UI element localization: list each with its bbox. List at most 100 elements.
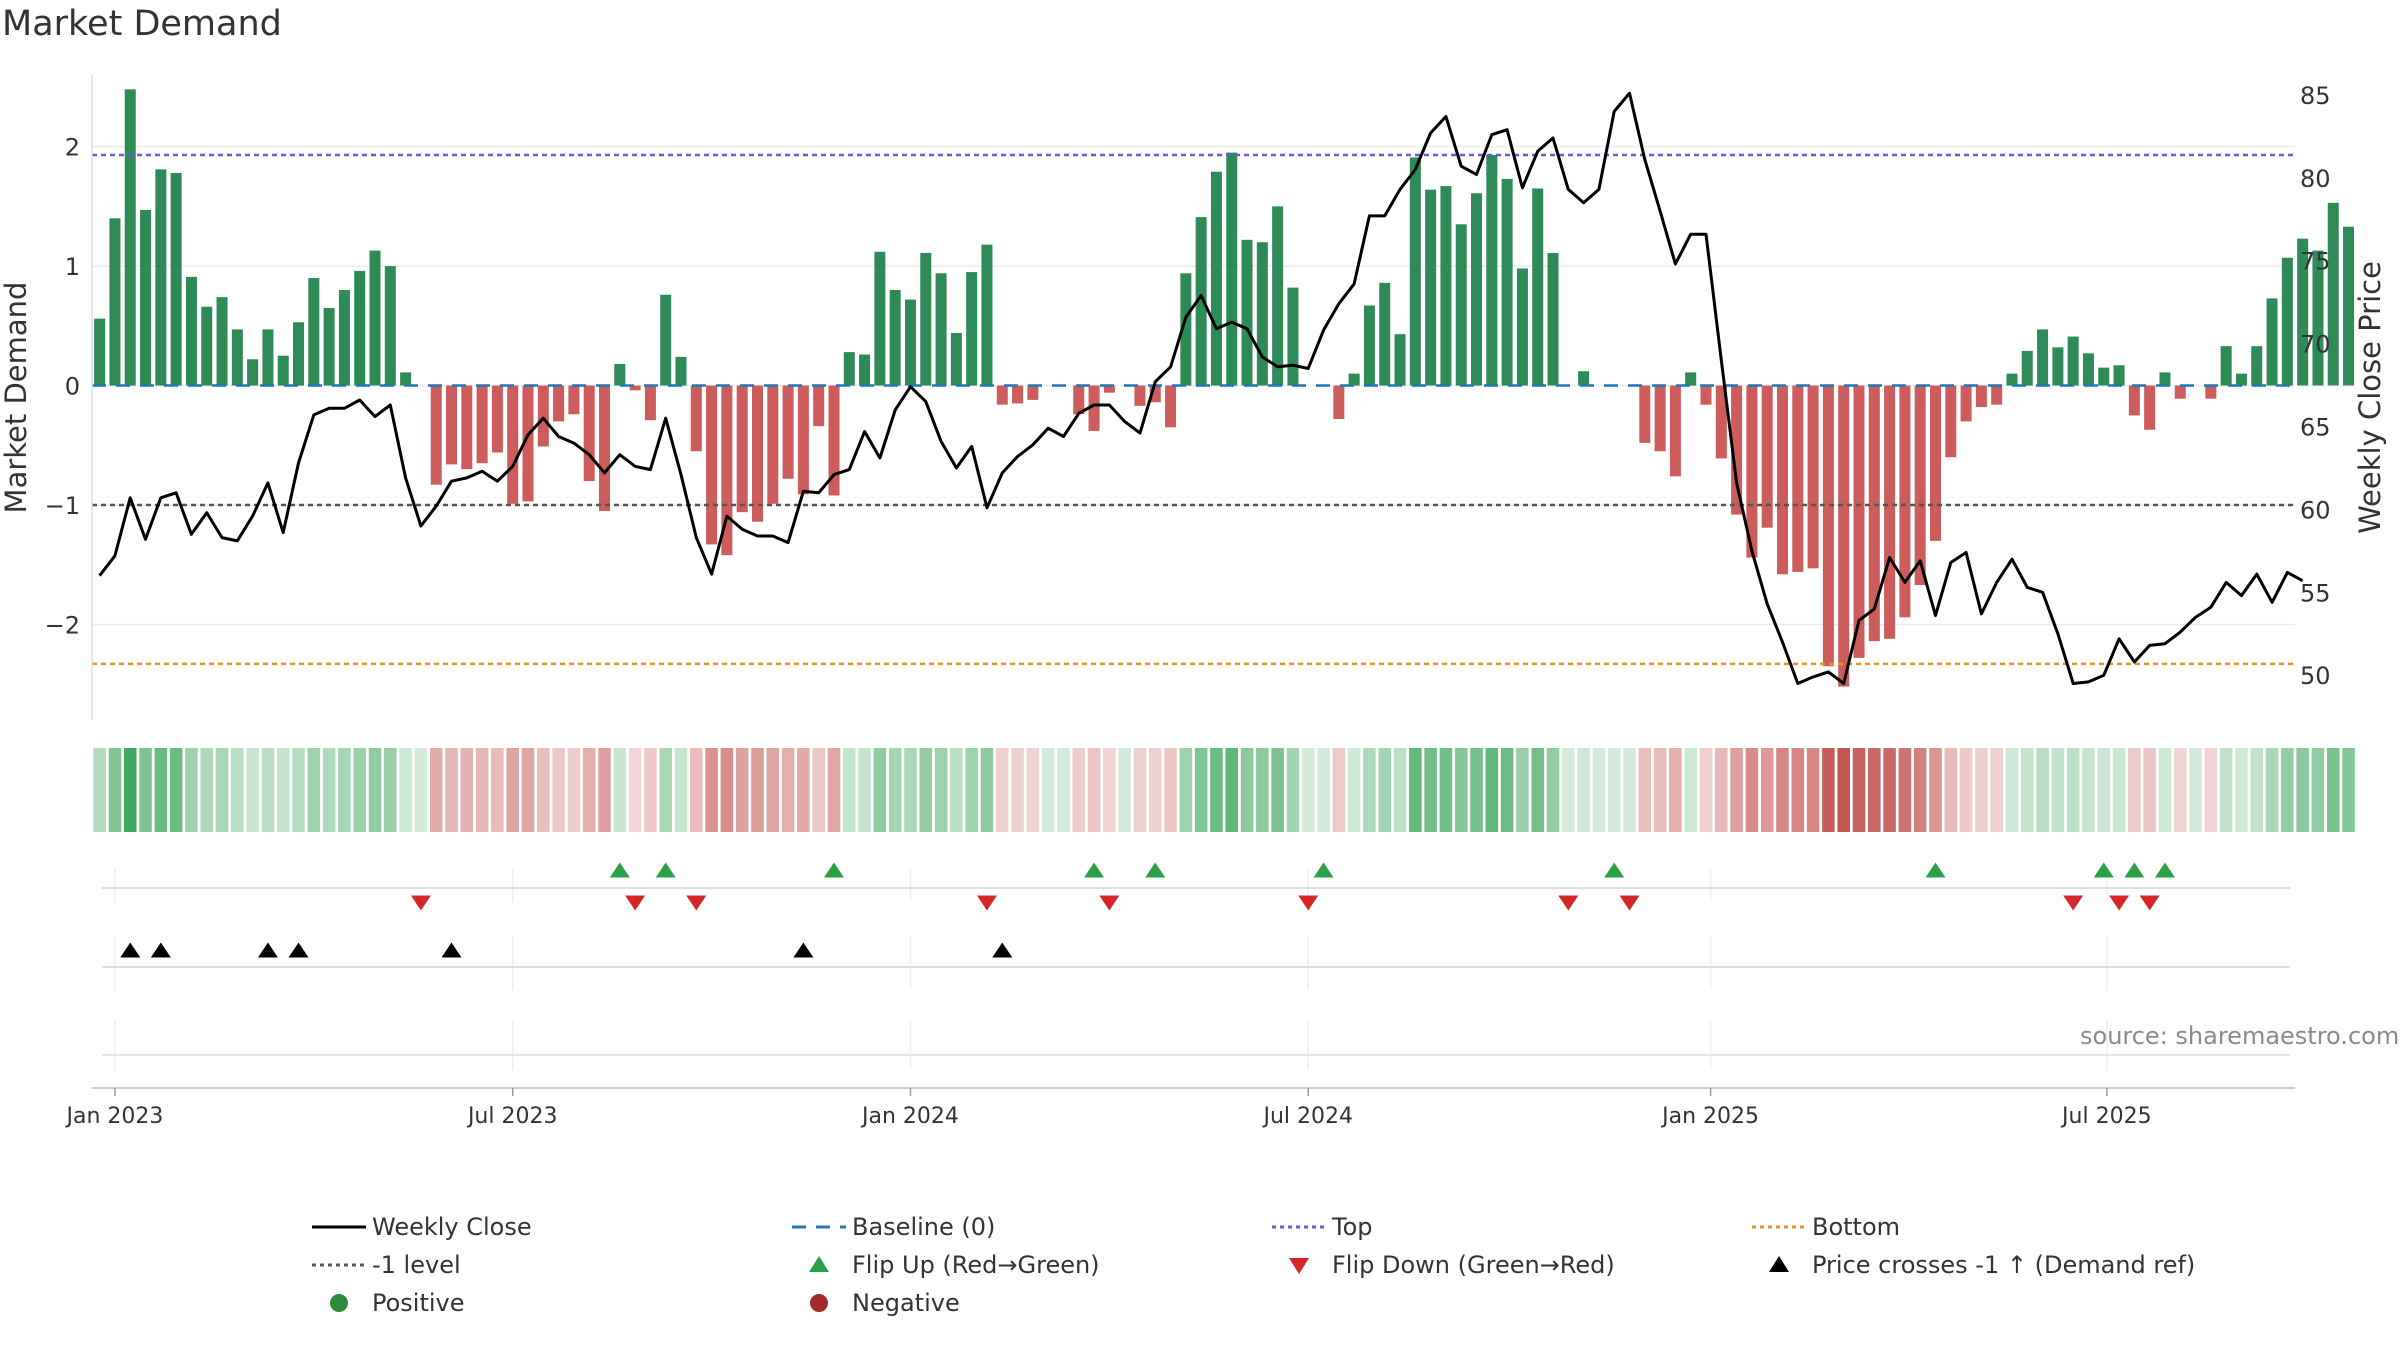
- heat-cell: [123, 748, 137, 832]
- legend-level-label: -1 level: [372, 1251, 461, 1279]
- legend: Weekly Close Baseline (0) Top Bottom -1 …: [300, 1210, 2200, 1330]
- demand-bar: [904, 299, 916, 386]
- x-tick-label: Jan 2023: [64, 1104, 163, 1129]
- price-cross-marker: [793, 942, 814, 958]
- heat-cell: [399, 748, 412, 832]
- demand-bar: [140, 209, 152, 386]
- demand-bar: [537, 385, 549, 447]
- demand-bar: [2037, 329, 2049, 386]
- demand-bar: [2297, 238, 2309, 386]
- heat-cell: [2189, 748, 2202, 832]
- flip-down-marker: [1099, 895, 1120, 911]
- demand-bar: [1455, 224, 1467, 386]
- demand-bar: [1654, 385, 1666, 452]
- demand-bar: [736, 385, 748, 513]
- dot-swatch-icon: [1752, 1225, 1806, 1229]
- flip-up-marker: [655, 862, 676, 878]
- demand-bar: [1669, 385, 1681, 477]
- demand-bar: [2174, 385, 2186, 399]
- demand-bar: [1134, 385, 1146, 406]
- demand-bar: [690, 385, 702, 452]
- demand-bar: [384, 266, 396, 386]
- demand-bar: [155, 169, 167, 386]
- heat-cell: [2204, 748, 2218, 832]
- demand-bar: [1731, 385, 1743, 515]
- heat-cell: [904, 748, 917, 832]
- demand-bar: [2343, 226, 2355, 386]
- demand-bar: [2113, 365, 2125, 386]
- heat-cell: [995, 748, 1009, 832]
- heat-cell: [1424, 748, 1437, 832]
- demand-bar: [1792, 385, 1804, 572]
- heat-cell: [1240, 748, 1254, 832]
- demand-bar: [767, 385, 779, 504]
- heat-cell: [567, 748, 581, 832]
- legend-positive: Positive: [310, 1286, 465, 1320]
- heat-cell: [200, 748, 214, 832]
- heat-cell: [185, 748, 198, 832]
- demand-bar: [2235, 373, 2247, 386]
- heat-cell: [1332, 748, 1346, 832]
- heat-cell: [827, 748, 841, 832]
- flip-down-marker: [2063, 895, 2084, 911]
- heat-cell: [1103, 748, 1116, 832]
- demand-bar: [1501, 178, 1513, 386]
- y2-tick-label: 70: [2300, 331, 2331, 359]
- heat-cell: [261, 748, 275, 832]
- heat-cell: [1148, 748, 1162, 832]
- flip-down-marker: [1619, 895, 1640, 911]
- dash-swatch-icon: [792, 1225, 846, 1229]
- heat-cell: [1286, 748, 1300, 832]
- legend-weekly-close: Weekly Close: [310, 1210, 532, 1244]
- x-tick-label: Jan 2025: [1660, 1104, 1759, 1129]
- demand-bar: [782, 385, 794, 479]
- demand-bar: [369, 250, 381, 386]
- heat-cell: [384, 748, 397, 832]
- heat-cell: [1011, 748, 1024, 832]
- demand-bar: [1853, 385, 1865, 658]
- legend-flip-down: Flip Down (Green→Red): [1270, 1248, 1615, 1282]
- demand-bar: [1088, 385, 1100, 431]
- demand-bar: [721, 385, 733, 556]
- demand-bar: [2006, 373, 2018, 386]
- heat-cell: [322, 748, 336, 832]
- heat-cell: [1363, 748, 1376, 832]
- heat-cell: [1959, 748, 1973, 832]
- demand-bar: [1471, 193, 1483, 386]
- heat-cell: [1776, 748, 1789, 832]
- heat-cell: [628, 748, 642, 832]
- heat-cell: [980, 748, 994, 832]
- demand-bar: [1241, 239, 1253, 386]
- heat-cell: [1516, 748, 1529, 832]
- heat-cell: [108, 748, 122, 832]
- demand-bar: [2067, 336, 2079, 386]
- demand-bar: [1348, 373, 1360, 386]
- demand-bar: [598, 385, 611, 511]
- y-axis-label: Market Demand: [0, 282, 33, 514]
- dot-swatch-icon: [1272, 1225, 1326, 1229]
- demand-bar: [1685, 372, 1697, 386]
- demand-bar: [1440, 186, 1452, 386]
- demand-bar: [1929, 385, 1941, 541]
- demand-bar: [935, 273, 947, 386]
- heat-cell: [1409, 748, 1422, 832]
- demand-bar: [277, 355, 289, 386]
- y2-axis-label: Weekly Close Price: [2353, 261, 2387, 534]
- demand-bar: [1272, 206, 1284, 386]
- heat-cell: [1623, 748, 1636, 832]
- heat-cell: [1179, 748, 1193, 832]
- demand-bar: [1700, 385, 1712, 405]
- flip-down-marker: [1558, 895, 1579, 911]
- heat-cell: [1607, 748, 1621, 832]
- demand-bar: [216, 297, 228, 386]
- flip-up-marker: [609, 862, 630, 878]
- demand-bar: [2312, 250, 2324, 386]
- heat-cell: [1990, 748, 2003, 832]
- y2-tick-label: 75: [2300, 248, 2331, 276]
- legend-top: Top: [1270, 1210, 1373, 1244]
- heat-cell: [460, 748, 474, 832]
- heat-cell: [552, 748, 565, 832]
- demand-bar: [966, 272, 978, 386]
- heat-cell: [1210, 748, 1223, 832]
- demand-bar: [1073, 385, 1085, 415]
